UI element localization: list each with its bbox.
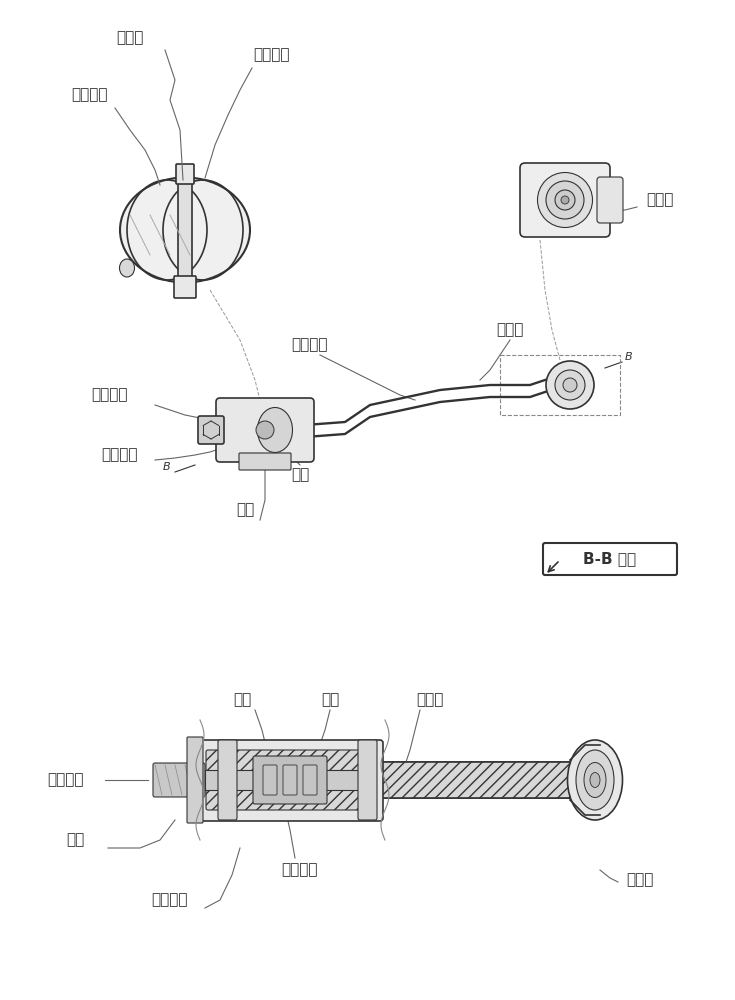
Ellipse shape <box>567 740 623 820</box>
Ellipse shape <box>555 370 585 400</box>
Ellipse shape <box>546 181 584 219</box>
Bar <box>380 762 570 798</box>
Text: 第一衬套: 第一衬套 <box>292 338 329 353</box>
FancyBboxPatch shape <box>239 453 291 470</box>
Ellipse shape <box>584 762 606 798</box>
Text: 螺母: 螺母 <box>321 692 339 708</box>
Ellipse shape <box>576 750 614 810</box>
Ellipse shape <box>561 196 569 204</box>
Text: 第二衬套: 第二衬套 <box>151 892 188 908</box>
Text: 外壳: 外壳 <box>233 692 251 708</box>
FancyBboxPatch shape <box>358 740 377 820</box>
Ellipse shape <box>537 172 592 228</box>
FancyBboxPatch shape <box>198 416 224 444</box>
Text: 端板: 端板 <box>236 502 254 518</box>
Text: 固定螺栓: 固定螺栓 <box>47 772 83 788</box>
FancyBboxPatch shape <box>206 750 374 810</box>
Text: 前衬套: 前衬套 <box>646 192 674 208</box>
FancyBboxPatch shape <box>597 177 623 223</box>
Text: 第二衬套: 第二衬套 <box>92 387 128 402</box>
FancyBboxPatch shape <box>178 176 192 284</box>
Text: 前衬套: 前衬套 <box>626 872 653 888</box>
Text: 支架杆: 支架杆 <box>416 692 444 708</box>
Polygon shape <box>570 745 585 815</box>
Ellipse shape <box>563 378 577 392</box>
Ellipse shape <box>546 361 594 409</box>
Text: B: B <box>625 352 633 362</box>
FancyBboxPatch shape <box>174 276 196 298</box>
Text: 后衬套: 后衬套 <box>116 30 143 45</box>
Ellipse shape <box>257 408 293 452</box>
FancyBboxPatch shape <box>197 740 383 821</box>
Ellipse shape <box>120 178 250 282</box>
FancyBboxPatch shape <box>283 765 297 795</box>
Text: 固定螺栓: 固定螺栓 <box>101 448 138 462</box>
Text: B: B <box>162 462 170 472</box>
Text: 第二衬套: 第二衬套 <box>254 47 290 62</box>
Ellipse shape <box>120 259 135 277</box>
FancyBboxPatch shape <box>263 765 277 795</box>
Ellipse shape <box>590 772 600 788</box>
Ellipse shape <box>256 421 274 439</box>
Text: 外壳: 外壳 <box>291 468 309 483</box>
FancyBboxPatch shape <box>253 756 327 804</box>
Ellipse shape <box>555 190 575 210</box>
FancyBboxPatch shape <box>216 398 314 462</box>
Text: 支架杆: 支架杆 <box>496 322 523 338</box>
FancyBboxPatch shape <box>218 740 237 820</box>
FancyBboxPatch shape <box>520 163 610 237</box>
Text: 端板: 端板 <box>66 832 84 848</box>
FancyBboxPatch shape <box>153 763 205 797</box>
FancyBboxPatch shape <box>187 737 203 823</box>
Text: B-B 截面: B-B 截面 <box>584 552 637 566</box>
Text: 第一衬套: 第一衬套 <box>282 862 318 878</box>
FancyBboxPatch shape <box>176 164 194 184</box>
Text: 第一衬套: 第一衬套 <box>72 88 108 103</box>
FancyBboxPatch shape <box>303 765 317 795</box>
FancyBboxPatch shape <box>205 770 375 790</box>
